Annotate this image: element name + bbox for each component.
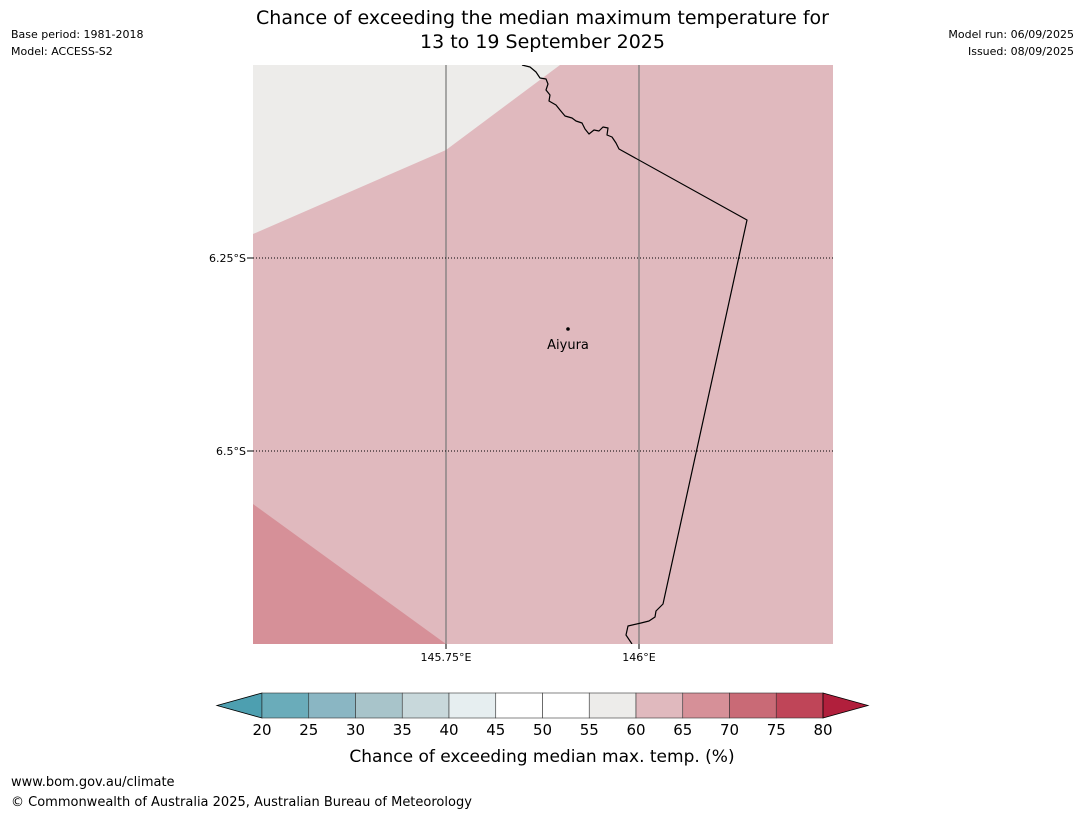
colorbar-segment — [401, 692, 450, 719]
lon-label-146: 146°E — [622, 651, 655, 664]
map-title: Chance of exceeding the median maximum t… — [0, 6, 1085, 54]
colorbar-segment — [729, 692, 777, 719]
colorbar-segment — [308, 692, 356, 719]
colorbar-tick-label: 45 — [486, 721, 505, 739]
title-line-2: 13 to 19 September 2025 — [420, 31, 665, 53]
footer-url: www.bom.gov.au/climate — [11, 775, 175, 790]
colorbar-tick-label: 75 — [767, 721, 786, 739]
colorbar-segment — [495, 692, 543, 719]
colorbar-tick-label: 35 — [393, 721, 412, 739]
colorbar-ticks: 20 25 30 35 40 45 50 55 60 65 70 75 80 — [252, 721, 832, 739]
place-label: Aiyura — [547, 338, 589, 353]
colorbar-label: Chance of exceeding median max. temp. (%… — [349, 747, 734, 767]
colorbar-tick-label: 30 — [346, 721, 365, 739]
colorbar-tick-label: 20 — [252, 721, 271, 739]
lat-label-6-25: 6.25°S — [209, 252, 246, 265]
colorbar-tick-label: 80 — [813, 721, 832, 739]
colorbar-tick-label: 70 — [720, 721, 739, 739]
place-marker — [566, 327, 570, 331]
region-65-70 — [253, 504, 446, 644]
colorbar-tick-label: 40 — [439, 721, 458, 739]
title-line-1: Chance of exceeding the median maximum t… — [256, 7, 829, 29]
colorbar-tick-label: 65 — [673, 721, 692, 739]
colorbar — [215, 692, 870, 719]
colorbar-segment — [635, 692, 684, 719]
colorbar-segment — [542, 692, 590, 719]
model-run-text: Model run: 06/09/2025 — [948, 28, 1074, 41]
colorbar-tick-label: 60 — [626, 721, 645, 739]
footer-copyright: © Commonwealth of Australia 2025, Austra… — [11, 795, 472, 810]
metadata-right: Model run: 06/09/2025 Issued: 08/09/2025 — [948, 26, 1074, 60]
colorbar-extend-low — [215, 692, 263, 719]
metadata-left: Base period: 1981-2018 Model: ACCESS-S2 — [11, 26, 143, 60]
lon-label-145-75: 145.75°E — [421, 651, 472, 664]
issued-text: Issued: 08/09/2025 — [967, 45, 1074, 58]
colorbar-segment — [775, 692, 824, 719]
coastline-border — [521, 65, 748, 644]
colorbar-segment — [355, 692, 403, 719]
lat-label-6-5: 6.5°S — [216, 445, 246, 458]
colorbar-segment — [448, 692, 497, 719]
base-period-text: Base period: 1981-2018 — [11, 28, 144, 41]
map-area — [253, 65, 833, 644]
colorbar-tick-label: 55 — [580, 721, 599, 739]
region-55-60 — [253, 65, 560, 234]
colorbar-extend-high — [822, 692, 870, 719]
colorbar-tick-label: 50 — [533, 721, 552, 739]
colorbar-tick-label: 25 — [299, 721, 318, 739]
colorbar-segment — [588, 692, 637, 719]
colorbar-segment — [682, 692, 730, 719]
model-text: Model: ACCESS-S2 — [11, 45, 113, 58]
colorbar-segment — [261, 692, 310, 719]
